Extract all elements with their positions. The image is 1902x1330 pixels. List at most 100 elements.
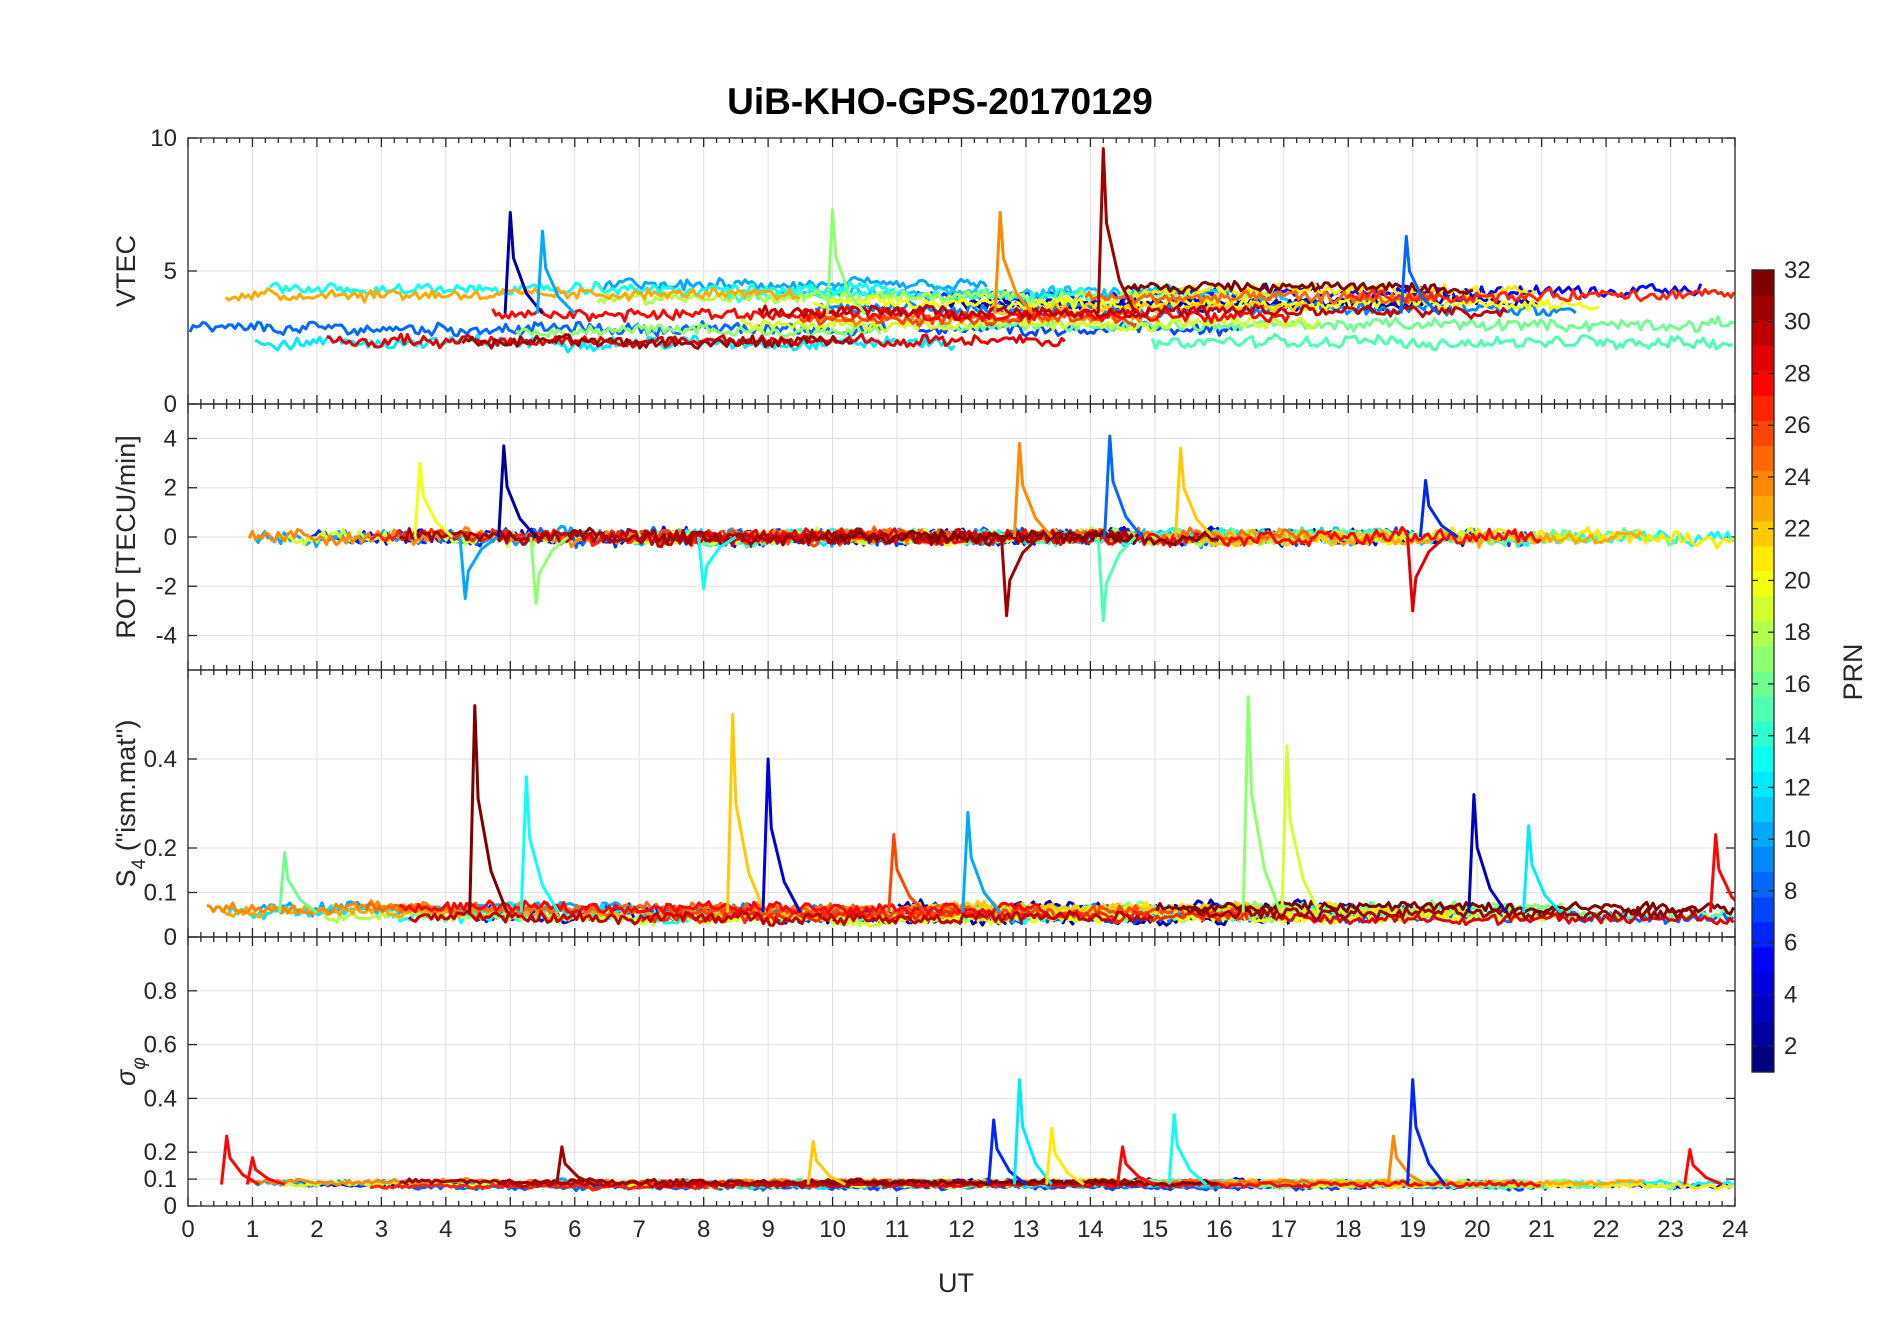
series-spike bbox=[1709, 833, 1735, 913]
series-spike bbox=[1096, 535, 1137, 623]
series-spike bbox=[1522, 824, 1563, 914]
colorbar-segment bbox=[1752, 696, 1774, 722]
series-line-prn-28 bbox=[398, 899, 1048, 917]
x-tick-label: 22 bbox=[1593, 1216, 1620, 1243]
y-tick-label: 0 bbox=[164, 524, 177, 551]
series-spike bbox=[413, 461, 454, 539]
colorbar-tick-label: 4 bbox=[1784, 981, 1797, 1008]
series-spike bbox=[458, 535, 499, 601]
colorbar-segment bbox=[1752, 470, 1774, 497]
colorbar-segment bbox=[1752, 946, 1774, 973]
x-tick-label: 3 bbox=[375, 1216, 388, 1243]
series-spike bbox=[1386, 1134, 1427, 1186]
y-tick-label: -4 bbox=[156, 623, 177, 650]
colorbar-segment bbox=[1752, 721, 1774, 747]
series-spike bbox=[468, 704, 509, 914]
series-group bbox=[188, 147, 1735, 354]
series-line-prn-23 bbox=[224, 286, 801, 304]
colorbar-segment bbox=[1752, 420, 1774, 447]
series-spike bbox=[961, 810, 1002, 914]
series-line-prn-5 bbox=[1258, 282, 1703, 302]
series-spike bbox=[1167, 1113, 1208, 1186]
x-tick-label: 18 bbox=[1335, 1216, 1362, 1243]
y-tick-label: 0.4 bbox=[144, 746, 177, 773]
colorbar-segment bbox=[1752, 595, 1774, 622]
x-tick-label: 19 bbox=[1399, 1216, 1426, 1243]
series-line-prn-31 bbox=[1179, 904, 1698, 922]
x-tick-label: 16 bbox=[1206, 1216, 1233, 1243]
series-spike bbox=[1000, 535, 1040, 618]
colorbar-segment bbox=[1752, 871, 1774, 898]
series-spike bbox=[697, 535, 737, 591]
series-spike bbox=[1096, 147, 1137, 315]
y-tick-label: 4 bbox=[164, 425, 177, 452]
series-spike bbox=[806, 1139, 847, 1186]
x-tick-label: 4 bbox=[439, 1216, 452, 1243]
colorbar-segment bbox=[1752, 771, 1774, 797]
series-spike bbox=[555, 1145, 595, 1186]
colorbar-tick-label: 2 bbox=[1784, 1033, 1797, 1060]
colorbar-tick-label: 20 bbox=[1784, 567, 1811, 594]
colorbar-tick-label: 6 bbox=[1784, 930, 1797, 957]
series-spike bbox=[1174, 446, 1215, 539]
series-group bbox=[247, 434, 1735, 623]
colorbar-segment bbox=[1752, 1021, 1774, 1048]
series-spike bbox=[726, 713, 767, 914]
colorbar-segment bbox=[1752, 921, 1774, 948]
x-tick-label: 0 bbox=[181, 1216, 194, 1243]
x-tick-label: 20 bbox=[1464, 1216, 1491, 1243]
x-tick-label: 6 bbox=[568, 1216, 581, 1243]
series-spike bbox=[1012, 441, 1053, 538]
x-tick-label: 14 bbox=[1077, 1216, 1104, 1243]
series-spike bbox=[1418, 478, 1459, 539]
x-tick-label: 9 bbox=[761, 1216, 774, 1243]
colorbar-segment bbox=[1752, 445, 1774, 472]
series-line-prn-30 bbox=[407, 909, 1155, 927]
series-spike bbox=[1406, 1078, 1447, 1186]
series-line-prn-32 bbox=[1155, 899, 1735, 916]
x-axis-label: UT bbox=[938, 1268, 974, 1298]
x-tick-label: 24 bbox=[1722, 1216, 1749, 1243]
colorbar-segment bbox=[1752, 395, 1774, 421]
colorbar-segment bbox=[1752, 620, 1774, 647]
series-spike bbox=[1012, 1078, 1053, 1186]
series-spike bbox=[1103, 434, 1144, 538]
x-tick-label: 21 bbox=[1528, 1216, 1555, 1243]
colorbar-tick-label: 26 bbox=[1784, 412, 1811, 439]
series-spike bbox=[1399, 234, 1440, 315]
series-spike bbox=[825, 208, 866, 315]
colorbar-segment bbox=[1752, 996, 1774, 1023]
colorbar-segment bbox=[1752, 846, 1774, 873]
series-group bbox=[220, 1078, 1735, 1193]
colorbar-segment bbox=[1752, 520, 1774, 547]
series-group bbox=[206, 695, 1735, 928]
colorbar-tick-label: 18 bbox=[1784, 619, 1811, 646]
series-spike bbox=[993, 211, 1034, 315]
x-tick-label: 17 bbox=[1270, 1216, 1297, 1243]
series-line-prn-17 bbox=[515, 322, 882, 339]
colorbar-tick-label: 22 bbox=[1784, 516, 1811, 543]
x-tick-label: 11 bbox=[885, 1216, 910, 1243]
colorbar-tick-label: 30 bbox=[1784, 309, 1811, 336]
colorbar-tick-label: 10 bbox=[1784, 826, 1811, 853]
series-line-prn-31 bbox=[461, 333, 853, 350]
series-line-prn-16 bbox=[937, 315, 1735, 334]
x-tick-label: 8 bbox=[697, 1216, 710, 1243]
colorbar-segment bbox=[1752, 495, 1774, 522]
series-line-prn-31 bbox=[399, 526, 1139, 548]
x-tick-label: 1 bbox=[246, 1216, 259, 1243]
colorbar-segment bbox=[1752, 545, 1774, 572]
y-tick-label: 0.6 bbox=[144, 1032, 177, 1059]
y-label-main: σ bbox=[111, 1068, 141, 1086]
colorbar-segment bbox=[1752, 971, 1774, 998]
series-line-prn-32 bbox=[821, 528, 1220, 546]
series-line-prn-30 bbox=[496, 528, 856, 549]
panel-sigma_phi: 0 1 2 3 4 5 6 7 8 9 10 11 12 13 14 15 16 17 18 19 20 21 22 23 24… bbox=[111, 936, 1749, 1243]
panel-s4: 00.10.20.4S4 ("ism.mat") bbox=[111, 669, 1736, 951]
colorbar-frame bbox=[1751, 269, 1775, 1073]
colorbar-tick-label: 32 bbox=[1784, 257, 1811, 284]
colorbar-tick-label: 16 bbox=[1784, 671, 1811, 698]
series-spike bbox=[245, 1156, 286, 1186]
colorbar-segment bbox=[1752, 270, 1774, 296]
